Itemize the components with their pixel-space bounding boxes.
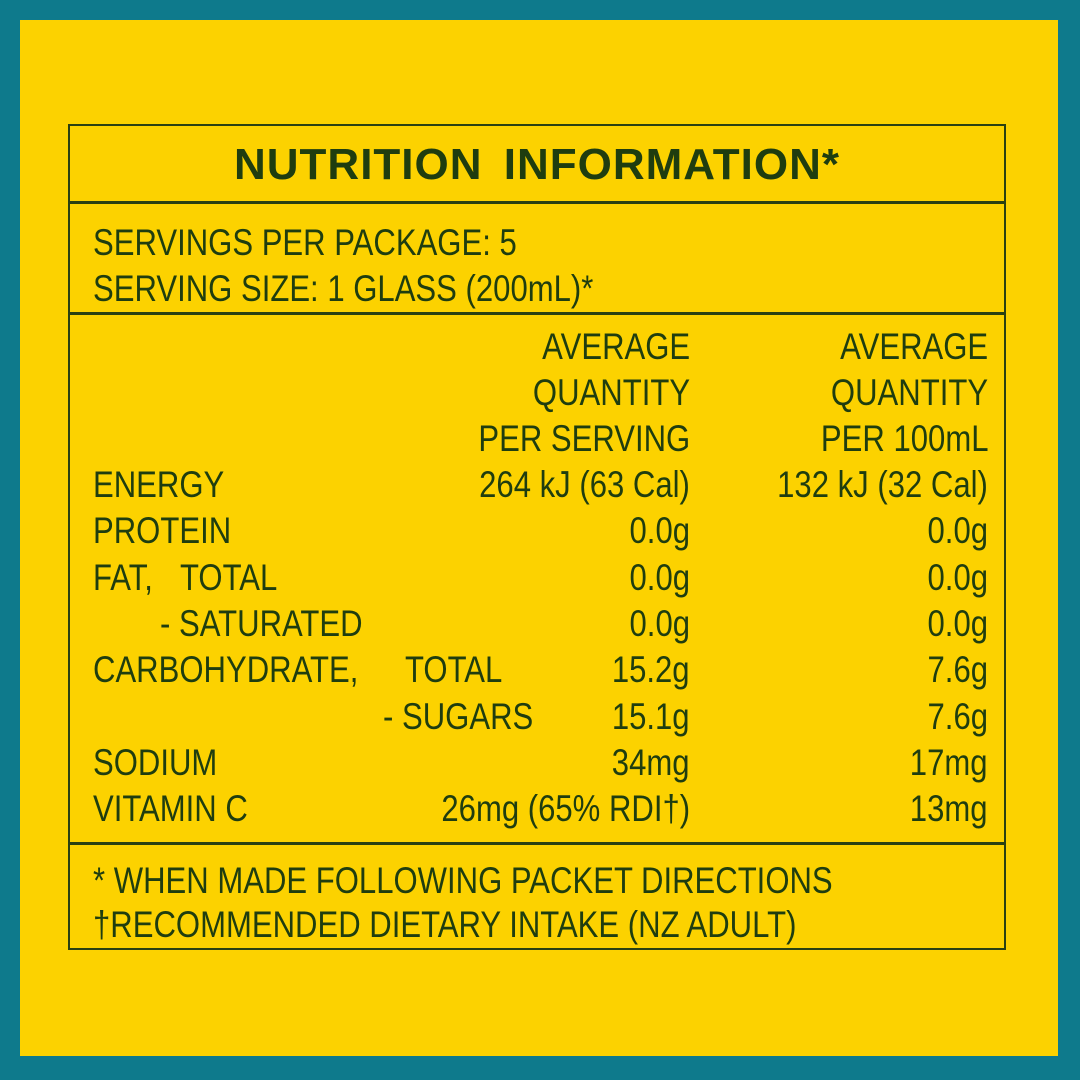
nutrient-label: FAT, xyxy=(93,556,153,598)
value-per-100ml: 7.6g xyxy=(927,649,988,691)
value-per-100ml: 7.6g xyxy=(927,695,988,737)
value-per-100ml: 13mg xyxy=(910,788,988,830)
nutrient-label: VITAMIN C xyxy=(93,788,248,830)
header-per-serving-3: PER SERVING xyxy=(478,418,690,459)
value-per-serving: 26mg (65% RDI†) xyxy=(441,788,690,830)
serving-size: SERVING SIZE: 1 GLASS (200mL)* xyxy=(93,268,594,309)
divider xyxy=(68,312,1006,315)
header-per-100ml-3: PER 100mL xyxy=(820,418,988,459)
nutrient-sublabel: - SATURATED xyxy=(160,602,363,644)
nutrient-label: PROTEIN xyxy=(93,510,232,552)
header-per-serving-1: AVERAGE xyxy=(542,326,690,367)
footnote-asterisk: * WHEN MADE FOLLOWING PACKET DIRECTIONS xyxy=(93,860,833,901)
nutrient-sublabel: TOTAL xyxy=(180,556,278,598)
value-per-serving: 0.0g xyxy=(629,510,690,552)
value-per-serving: 15.2g xyxy=(612,649,690,691)
label-background xyxy=(20,20,1058,1056)
value-per-100ml: 132 kJ (32 Cal) xyxy=(777,464,988,505)
value-per-serving: 34mg xyxy=(612,741,690,783)
nutrient-label: SODIUM xyxy=(93,741,218,783)
header-per-serving-2: QUANTITY xyxy=(532,372,690,413)
nutrient-label: ENERGY xyxy=(93,464,225,505)
value-per-100ml: 0.0g xyxy=(927,556,988,598)
divider xyxy=(68,201,1006,204)
header-per-100ml-1: AVERAGE xyxy=(840,326,988,367)
value-per-serving: 0.0g xyxy=(629,556,690,598)
nutrient-sublabel: - SUGARS xyxy=(383,695,534,737)
panel-title: NUTRITION INFORMATION* xyxy=(233,140,841,189)
value-per-100ml: 0.0g xyxy=(927,510,988,552)
nutrient-sublabel: TOTAL xyxy=(405,649,503,691)
value-per-100ml: 0.0g xyxy=(927,602,988,644)
value-per-serving: 0.0g xyxy=(629,602,690,644)
footnote-dagger: †RECOMMENDED DIETARY INTAKE (NZ ADULT) xyxy=(93,904,797,945)
value-per-100ml: 17mg xyxy=(910,741,988,783)
value-per-serving: 264 kJ (63 Cal) xyxy=(479,464,690,505)
divider xyxy=(68,842,1006,845)
nutrition-panel xyxy=(68,124,1006,950)
servings-per-package: SERVINGS PER PACKAGE: 5 xyxy=(93,222,517,263)
nutrient-label: CARBOHYDRATE, xyxy=(93,649,359,691)
value-per-serving: 15.1g xyxy=(612,695,690,737)
header-per-100ml-2: QUANTITY xyxy=(830,372,988,413)
